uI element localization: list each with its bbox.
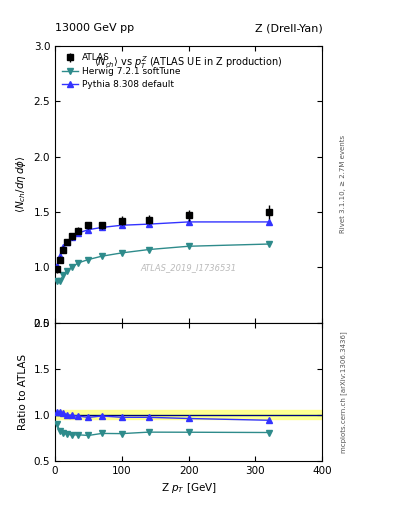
- Text: $\langle N_{ch}\rangle$ vs $p_T^Z$ (ATLAS UE in Z production): $\langle N_{ch}\rangle$ vs $p_T^Z$ (ATLA…: [94, 54, 283, 71]
- Herwig 7.2.1 softTune: [266, 241, 271, 247]
- Pythia 8.308 default: [69, 234, 74, 241]
- Pythia 8.308 default: [99, 224, 104, 230]
- Herwig 7.2.1 softTune: [99, 253, 104, 259]
- Pythia 8.308 default: [61, 244, 66, 250]
- Herwig 7.2.1 softTune: [64, 267, 69, 273]
- Herwig 7.2.1 softTune: [69, 264, 74, 270]
- Herwig 7.2.1 softTune: [54, 278, 59, 284]
- Pythia 8.308 default: [86, 227, 91, 233]
- Pythia 8.308 default: [76, 230, 81, 236]
- Line: Pythia 8.308 default: Pythia 8.308 default: [54, 219, 272, 269]
- Bar: [55, 410, 322, 419]
- Pythia 8.308 default: [54, 263, 59, 269]
- Text: ATLAS_2019_I1736531: ATLAS_2019_I1736531: [141, 263, 237, 272]
- Herwig 7.2.1 softTune: [186, 243, 191, 249]
- Pythia 8.308 default: [119, 222, 124, 228]
- Herwig 7.2.1 softTune: [119, 250, 124, 256]
- Pythia 8.308 default: [186, 219, 191, 225]
- Pythia 8.308 default: [64, 239, 69, 245]
- Text: mcplots.cern.ch [arXiv:1306.3436]: mcplots.cern.ch [arXiv:1306.3436]: [340, 331, 347, 453]
- Pythia 8.308 default: [146, 221, 151, 227]
- Herwig 7.2.1 softTune: [86, 257, 91, 263]
- Text: Rivet 3.1.10, ≥ 2.7M events: Rivet 3.1.10, ≥ 2.7M events: [340, 135, 346, 233]
- Text: Z (Drell-Yan): Z (Drell-Yan): [255, 23, 322, 33]
- Y-axis label: Ratio to ATLAS: Ratio to ATLAS: [18, 354, 28, 430]
- Herwig 7.2.1 softTune: [146, 246, 151, 252]
- Text: 13000 GeV pp: 13000 GeV pp: [55, 23, 134, 33]
- Line: Herwig 7.2.1 softTune: Herwig 7.2.1 softTune: [54, 241, 272, 283]
- Legend: ATLAS, Herwig 7.2.1 softTune, Pythia 8.308 default: ATLAS, Herwig 7.2.1 softTune, Pythia 8.3…: [59, 51, 183, 92]
- Pythia 8.308 default: [58, 253, 62, 259]
- X-axis label: Z $p_T$ [GeV]: Z $p_T$ [GeV]: [161, 481, 217, 495]
- Pythia 8.308 default: [266, 219, 271, 225]
- Herwig 7.2.1 softTune: [61, 272, 66, 278]
- Y-axis label: $\langle N_{ch}/d\eta\,d\phi\rangle$: $\langle N_{ch}/d\eta\,d\phi\rangle$: [14, 156, 28, 213]
- Herwig 7.2.1 softTune: [76, 260, 81, 266]
- Herwig 7.2.1 softTune: [58, 278, 62, 284]
